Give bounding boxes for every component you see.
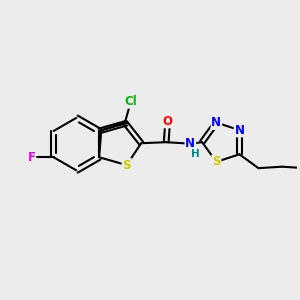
Text: F: F [28, 151, 35, 164]
Text: S: S [212, 155, 220, 168]
Text: H: H [191, 149, 200, 159]
Text: O: O [163, 115, 173, 128]
Text: S: S [122, 159, 131, 172]
Text: Cl: Cl [124, 95, 137, 108]
Text: N: N [212, 116, 221, 129]
Text: N: N [185, 137, 195, 150]
Text: N: N [234, 124, 244, 136]
